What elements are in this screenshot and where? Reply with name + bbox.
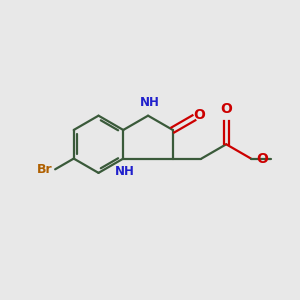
- Text: O: O: [256, 152, 268, 166]
- Text: NH: NH: [140, 96, 159, 110]
- Text: O: O: [220, 102, 232, 116]
- Text: NH: NH: [115, 165, 135, 178]
- Text: Br: Br: [37, 163, 52, 176]
- Text: O: O: [193, 108, 205, 122]
